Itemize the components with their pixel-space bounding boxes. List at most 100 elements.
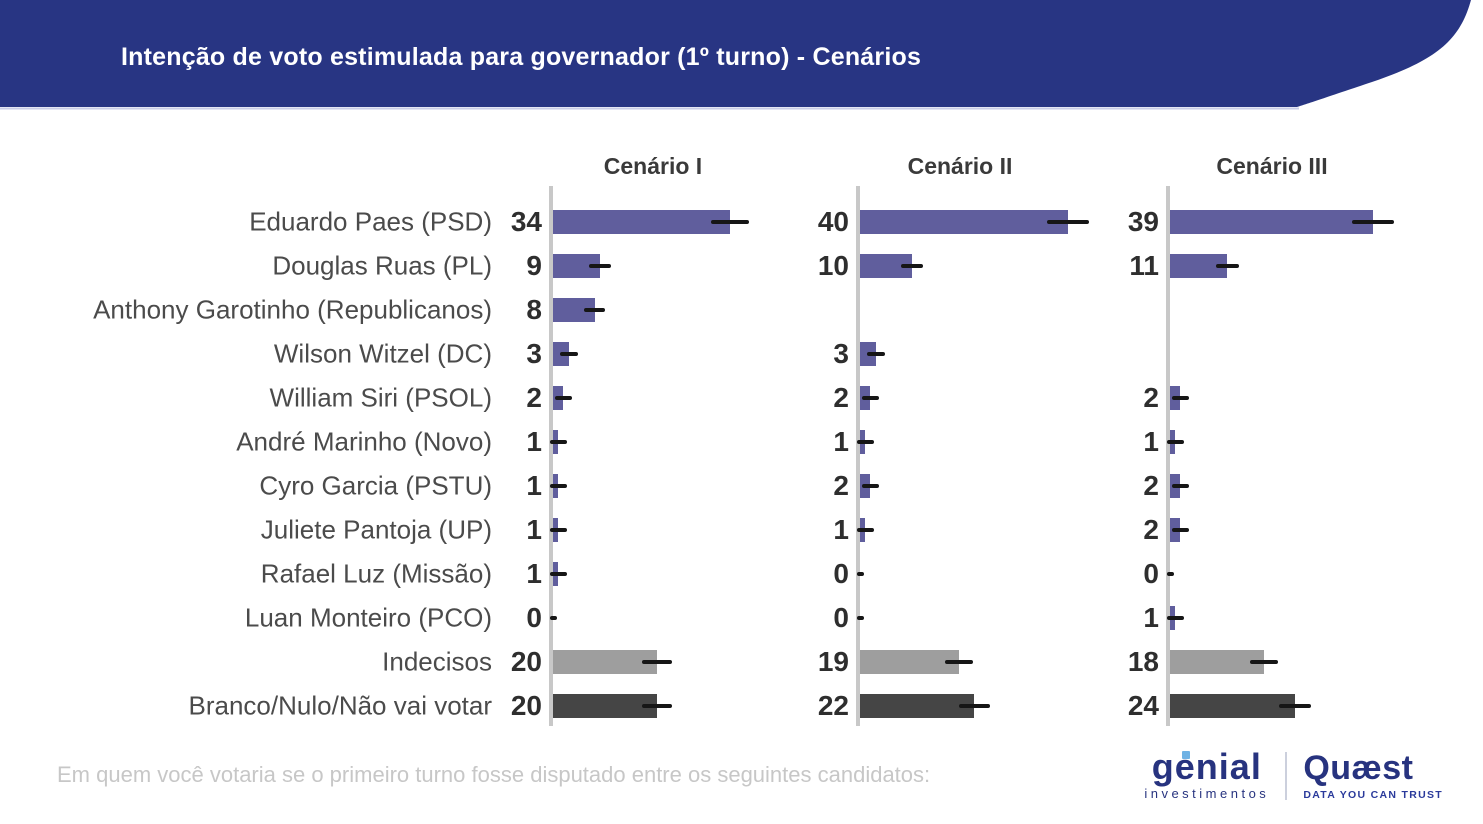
value-label: 1 xyxy=(526,514,542,545)
value-label: 18 xyxy=(1127,646,1159,677)
value-label: 2 xyxy=(1143,382,1159,413)
value-label: 2 xyxy=(526,382,542,413)
logos: genial investimentos Quæst DATA YOU CAN … xyxy=(1144,746,1443,801)
value-label: 1 xyxy=(833,426,849,457)
bar xyxy=(1170,210,1373,234)
value-label: 3 xyxy=(833,338,849,369)
bar xyxy=(860,210,1068,234)
value-label: 1 xyxy=(1143,602,1159,633)
error-bar xyxy=(866,352,885,356)
error-bar xyxy=(554,396,573,400)
page-title: Intenção de voto estimulada para governa… xyxy=(121,43,922,71)
value-label: 20 xyxy=(510,690,542,721)
error-bar xyxy=(642,704,672,708)
value-label: 1 xyxy=(526,558,542,589)
error-bar xyxy=(549,440,567,444)
value-label: 24 xyxy=(1127,690,1159,721)
value-label: 22 xyxy=(817,690,849,721)
value-label: 1 xyxy=(1143,426,1159,457)
value-label: 1 xyxy=(526,470,542,501)
error-bar xyxy=(944,660,974,664)
value-label: 0 xyxy=(833,558,849,589)
error-bar xyxy=(856,616,864,620)
value-label: 20 xyxy=(510,646,542,677)
category-label: Juliete Pantoja (UP) xyxy=(260,514,492,545)
value-label: 39 xyxy=(1127,206,1159,237)
value-label: 11 xyxy=(1129,250,1159,281)
error-bar xyxy=(549,572,567,576)
error-bar xyxy=(1351,220,1394,224)
value-label: 2 xyxy=(833,470,849,501)
category-label: Cyro Garcia (PSTU) xyxy=(259,470,492,501)
category-label: Rafael Luz (Missão) xyxy=(260,558,492,589)
error-bar xyxy=(1171,396,1190,400)
category-label: Indecisos xyxy=(382,646,492,677)
error-bar xyxy=(856,528,874,532)
value-label: 40 xyxy=(817,206,849,237)
scenario-header-3: Cenário III xyxy=(1216,153,1328,179)
value-label: 0 xyxy=(833,602,849,633)
error-bar xyxy=(1166,616,1184,620)
category-label: Douglas Ruas (PL) xyxy=(272,250,492,281)
axis-line-scenario-2 xyxy=(856,186,860,726)
bar xyxy=(553,650,657,674)
value-label: 34 xyxy=(510,206,542,237)
value-label: 2 xyxy=(1143,470,1159,501)
genial-accent-icon xyxy=(1182,751,1191,759)
header-banner xyxy=(0,0,1471,110)
value-label: 19 xyxy=(817,646,849,677)
bar xyxy=(860,650,959,674)
value-label: 10 xyxy=(817,250,849,281)
value-label: 0 xyxy=(526,602,542,633)
category-label: André Marinho (Novo) xyxy=(236,426,492,457)
error-bar xyxy=(642,660,672,664)
axis-line-scenario-3 xyxy=(1166,186,1170,726)
scenario-header-1: Cenário I xyxy=(603,153,703,179)
value-label: 1 xyxy=(833,514,849,545)
value-label: 2 xyxy=(1143,514,1159,545)
category-label: Wilson Witzel (DC) xyxy=(273,338,492,369)
error-bar xyxy=(1166,440,1184,444)
error-bar xyxy=(861,484,880,488)
error-bar xyxy=(710,220,750,224)
error-bar xyxy=(900,264,924,268)
category-label: Eduardo Paes (PSD) xyxy=(249,206,492,237)
category-label: Luan Monteiro (PCO) xyxy=(244,602,492,633)
bar xyxy=(860,694,975,718)
error-bar xyxy=(856,572,864,576)
genial-wordmark: genial xyxy=(1151,746,1262,787)
error-bar xyxy=(583,308,606,312)
error-bar xyxy=(1171,484,1190,488)
error-bar xyxy=(959,704,990,708)
bar xyxy=(553,210,730,234)
value-label: 0 xyxy=(1143,558,1159,589)
category-label: William Siri (PSOL) xyxy=(269,382,492,413)
error-bar xyxy=(549,484,567,488)
genial-logo: genial investimentos xyxy=(1144,746,1269,801)
error-bar xyxy=(1166,572,1174,576)
category-label: Branco/Nulo/Não vai votar xyxy=(188,690,492,721)
value-label: 1 xyxy=(526,426,542,457)
survey-question: Em quem você votaria se o primeiro turno… xyxy=(57,762,931,787)
error-bar xyxy=(549,616,557,620)
axis-line-scenario-1 xyxy=(549,186,553,726)
quaest-tagline: DATA YOU CAN TRUST xyxy=(1303,788,1443,801)
error-bar xyxy=(1215,264,1239,268)
value-label: 8 xyxy=(526,294,542,325)
quaest-logo: Quæst DATA YOU CAN TRUST xyxy=(1303,751,1443,801)
error-bar xyxy=(588,264,611,268)
bar xyxy=(1170,694,1295,718)
bar xyxy=(553,694,657,718)
value-label: 9 xyxy=(526,250,542,281)
bar xyxy=(1170,650,1264,674)
error-bar xyxy=(559,352,578,356)
value-label: 2 xyxy=(833,382,849,413)
scenario-header-2: Cenário II xyxy=(907,153,1013,179)
banner-shape xyxy=(0,0,1471,107)
error-bar xyxy=(1171,528,1190,532)
error-bar xyxy=(1278,704,1311,708)
value-label: 3 xyxy=(526,338,542,369)
error-bar xyxy=(549,528,567,532)
logo-divider xyxy=(1285,751,1288,800)
